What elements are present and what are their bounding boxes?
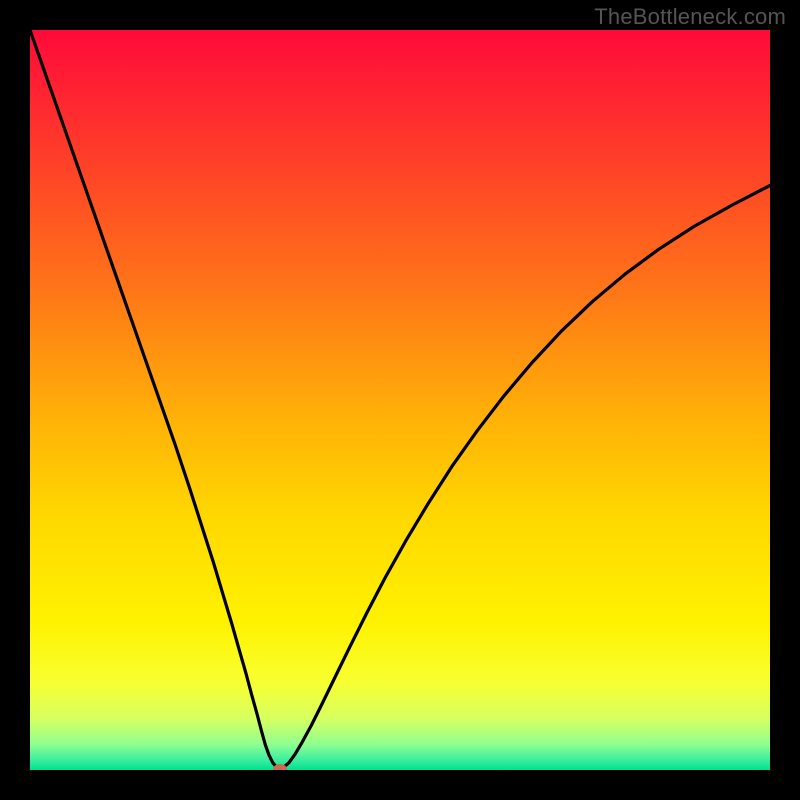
watermark-text: TheBottleneck.com — [594, 4, 786, 30]
bottleneck-curve — [30, 30, 770, 770]
plot-area — [30, 30, 770, 770]
minimum-marker — [273, 764, 287, 770]
